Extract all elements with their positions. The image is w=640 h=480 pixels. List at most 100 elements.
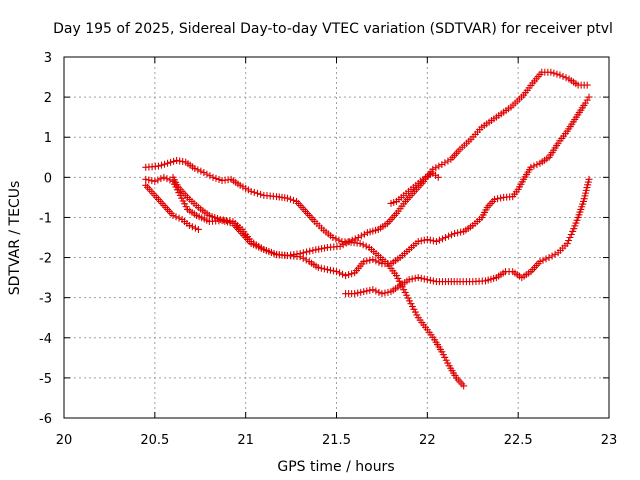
data-point bbox=[345, 271, 353, 279]
data-point bbox=[559, 72, 567, 80]
data-point bbox=[442, 234, 449, 241]
data-point bbox=[414, 274, 422, 282]
y-axis-label: SDTVAR / TECUs bbox=[7, 181, 23, 296]
data-point bbox=[333, 268, 340, 276]
data-point bbox=[250, 188, 258, 196]
data-point bbox=[435, 162, 443, 170]
y-tick-label: 2 bbox=[44, 91, 52, 106]
data-point bbox=[420, 236, 428, 244]
data-point bbox=[451, 229, 459, 237]
data-point bbox=[548, 252, 556, 260]
data-point bbox=[203, 170, 211, 178]
data-point bbox=[154, 162, 162, 170]
series-1 bbox=[142, 156, 468, 390]
data-point bbox=[315, 245, 323, 253]
x-tick-label: 20.5 bbox=[140, 433, 169, 448]
data-point bbox=[339, 270, 347, 278]
data-point bbox=[563, 240, 571, 248]
data-point bbox=[191, 224, 199, 232]
data-point bbox=[312, 246, 320, 254]
data-point bbox=[314, 264, 322, 272]
data-point bbox=[253, 189, 261, 197]
data-point bbox=[547, 68, 555, 76]
data-point bbox=[191, 165, 199, 173]
data-point bbox=[148, 177, 156, 185]
data-point bbox=[360, 288, 368, 296]
x-tick-label: 21.5 bbox=[322, 433, 351, 448]
data-point bbox=[354, 234, 362, 241]
data-point bbox=[434, 173, 442, 181]
y-tick-label: -6 bbox=[39, 412, 52, 427]
data-point bbox=[339, 241, 347, 249]
data-point bbox=[438, 160, 446, 168]
data-point bbox=[170, 157, 178, 165]
grid-lines bbox=[64, 57, 609, 418]
data-point bbox=[329, 267, 337, 275]
data-point bbox=[366, 286, 374, 294]
data-point bbox=[336, 242, 344, 250]
data-point bbox=[332, 235, 340, 243]
y-tick-label: -3 bbox=[39, 292, 52, 307]
data-point bbox=[423, 236, 431, 244]
data-point bbox=[441, 159, 449, 167]
data-point bbox=[566, 234, 574, 241]
data-point bbox=[351, 235, 359, 243]
data-point bbox=[296, 253, 304, 261]
data-point bbox=[536, 258, 544, 266]
data-point bbox=[420, 275, 428, 283]
data-point bbox=[362, 242, 370, 250]
data-point bbox=[551, 250, 559, 258]
x-tick-label: 20 bbox=[56, 433, 73, 448]
x-tick-label: 22 bbox=[419, 433, 436, 448]
data-point bbox=[567, 230, 575, 238]
x-tick-label: 23 bbox=[601, 433, 618, 448]
data-point bbox=[405, 276, 413, 284]
data-point bbox=[345, 238, 353, 246]
data-point bbox=[429, 277, 437, 285]
data-points bbox=[142, 68, 593, 390]
data-point bbox=[545, 254, 553, 262]
data-point bbox=[585, 93, 593, 101]
data-point bbox=[408, 275, 416, 283]
data-point bbox=[157, 161, 165, 169]
data-point bbox=[539, 256, 547, 264]
data-point bbox=[585, 175, 593, 183]
data-point bbox=[533, 161, 541, 169]
data-point bbox=[209, 173, 217, 181]
data-point bbox=[454, 229, 462, 237]
data-point bbox=[542, 255, 550, 263]
data-point bbox=[360, 258, 368, 266]
data-point bbox=[351, 290, 359, 298]
data-point bbox=[438, 235, 446, 243]
data-point bbox=[326, 266, 334, 274]
data-point bbox=[363, 257, 371, 265]
series-4 bbox=[342, 175, 593, 298]
data-point bbox=[360, 230, 368, 238]
data-point bbox=[497, 194, 505, 202]
data-point bbox=[212, 174, 220, 182]
data-point bbox=[381, 289, 389, 297]
data-point bbox=[320, 265, 328, 273]
data-point bbox=[553, 70, 561, 78]
data-point bbox=[583, 81, 591, 89]
data-point bbox=[423, 276, 431, 284]
data-point bbox=[317, 264, 325, 272]
data-point bbox=[306, 247, 314, 255]
data-point bbox=[369, 286, 377, 294]
data-point bbox=[290, 196, 298, 204]
data-point bbox=[369, 256, 377, 264]
data-point bbox=[429, 237, 437, 245]
data-point bbox=[448, 231, 456, 239]
data-point bbox=[384, 288, 392, 296]
data-point bbox=[417, 237, 425, 245]
data-point bbox=[172, 213, 180, 221]
y-tick-label: -5 bbox=[39, 372, 52, 387]
data-point bbox=[247, 187, 255, 195]
data-point bbox=[432, 164, 440, 172]
data-point bbox=[342, 272, 350, 280]
data-point bbox=[366, 256, 374, 264]
data-point bbox=[151, 177, 159, 185]
data-point bbox=[167, 158, 175, 166]
data-point bbox=[164, 159, 172, 167]
